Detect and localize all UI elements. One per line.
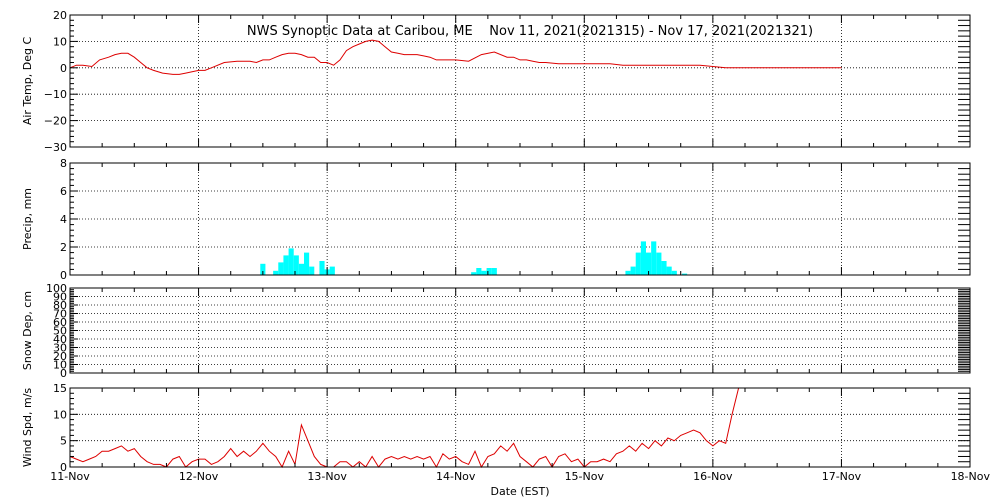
y-tick-label: 10 [53, 408, 67, 421]
precip-bar [481, 270, 487, 275]
y-axis-label: Wind Spd, m/s [21, 388, 34, 468]
y-tick-label: −20 [44, 115, 67, 128]
x-tick-label: 12-Nov [179, 470, 219, 483]
x-tick-label: 15-Nov [565, 470, 605, 483]
y-tick-label: 10 [53, 359, 67, 372]
precip-bar [298, 263, 304, 275]
precip-bar [656, 252, 662, 275]
x-tick-label: 16-Nov [693, 470, 733, 483]
x-tick-label: 11-Nov [50, 470, 90, 483]
precip-bar [309, 266, 315, 275]
y-tick-label: 100 [46, 282, 67, 295]
series-line [69, 39, 842, 75]
y-axis-label: Precip, mm [21, 188, 34, 250]
y-tick-label: 0 [60, 461, 67, 474]
y-tick-label: 0 [60, 269, 67, 282]
y-tick-label: 0 [60, 367, 67, 380]
precip-bar [630, 266, 636, 275]
y-tick-label: 5 [60, 435, 67, 448]
series-line [69, 387, 744, 469]
panel-3: 0 5 10 15 Wind Spd, m/s 11-Nov 12-Nov 13-Nov 14-… [21, 382, 990, 483]
y-tick-label: 20 [53, 350, 67, 363]
precip-bar [651, 241, 657, 275]
precip-bar [304, 252, 310, 275]
y-tick-label: 0 [60, 62, 67, 75]
y-axis-label: Air Temp, Deg C [21, 37, 34, 126]
y-tick-label: 20 [53, 9, 67, 22]
x-tick-label: 18-Nov [951, 470, 991, 483]
x-tick-label: 13-Nov [307, 470, 347, 483]
precip-bar [640, 241, 646, 275]
precip-bar [635, 252, 641, 275]
x-tick-label: 14-Nov [436, 470, 476, 483]
precip-bar [666, 266, 672, 275]
precip-bar [671, 270, 677, 275]
precip-bar [625, 270, 631, 275]
y-tick-label: 40 [53, 333, 67, 346]
figure-title: NWS Synoptic Data at Caribou, ME Nov 11,… [247, 24, 813, 39]
precip-bar [646, 252, 652, 275]
y-tick-label: 2 [60, 241, 67, 254]
precip-bar [329, 266, 335, 275]
y-tick-label: 10 [53, 35, 67, 48]
precip-bar [319, 261, 325, 275]
y-tick-label: −10 [44, 88, 67, 101]
plot-frame [69, 387, 971, 468]
y-tick-label: 60 [53, 316, 67, 329]
y-tick-label: 80 [53, 299, 67, 312]
y-tick-label: 4 [60, 213, 67, 226]
precip-bar [273, 270, 279, 275]
x-tick-label: 17-Nov [822, 470, 862, 483]
y-tick-label: 50 [53, 325, 67, 338]
precip-bar [260, 263, 266, 275]
precip-bar [293, 255, 299, 275]
precip-bar [491, 268, 497, 275]
precip-bar [278, 262, 284, 275]
precip-bar [661, 261, 667, 275]
y-tick-label: 70 [53, 308, 67, 321]
y-tick-label: 6 [60, 185, 67, 198]
precip-bar [471, 272, 477, 275]
y-tick-label: 8 [60, 157, 67, 170]
y-tick-label: 30 [53, 342, 67, 355]
precip-bar [682, 273, 688, 275]
precip-bar [486, 268, 492, 275]
precip-bar [476, 268, 482, 275]
precip-bar [283, 255, 289, 275]
panel-1: 0 2 4 6 8 Precip, mm [21, 157, 971, 282]
precip-bar [288, 248, 294, 275]
y-axis-label: Snow Dep, cm [21, 291, 34, 370]
panel-0: −30 −20 −10 0 10 20 Air Temp, Deg C [21, 9, 971, 154]
y-tick-label: 90 [53, 291, 67, 304]
y-tick-label: −30 [44, 141, 67, 154]
x-axis-label: Date (EST) [490, 485, 549, 498]
y-tick-label: 15 [53, 382, 67, 395]
